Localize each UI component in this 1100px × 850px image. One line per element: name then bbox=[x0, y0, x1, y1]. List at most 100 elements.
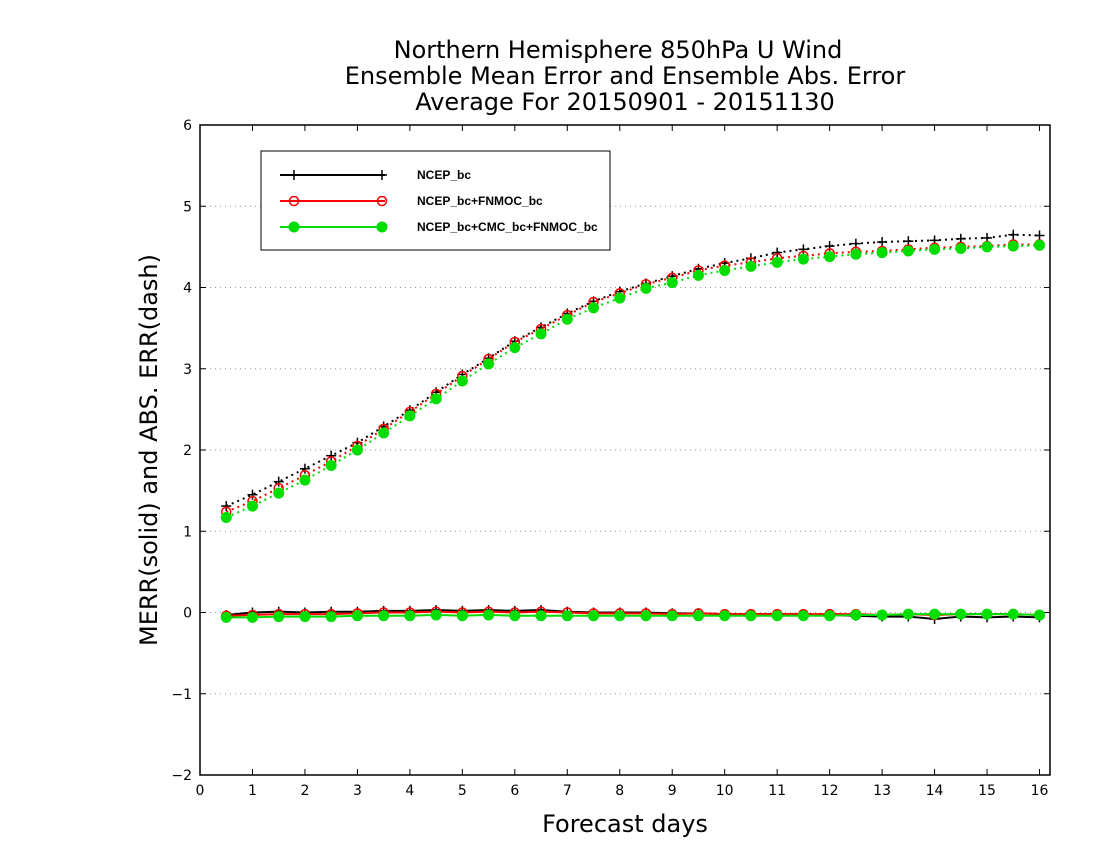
abs-err-point bbox=[692, 269, 704, 281]
legend-label: NCEP_bc bbox=[417, 168, 471, 182]
y-tick-label: 3 bbox=[183, 362, 192, 378]
mean-err-point bbox=[1034, 609, 1046, 621]
abs-err-point bbox=[745, 260, 757, 272]
x-tick-label: 3 bbox=[353, 783, 362, 799]
abs-err-point bbox=[1034, 230, 1045, 241]
legend-item: NCEP_bc+FNMOC_bc bbox=[280, 194, 543, 208]
abs-err-point bbox=[588, 302, 600, 314]
mean-err-point bbox=[640, 610, 652, 622]
title-line-1: Northern Hemisphere 850hPa U Wind bbox=[394, 36, 843, 64]
abs-err-point bbox=[981, 241, 993, 253]
y-tick-label: −2 bbox=[171, 768, 192, 784]
abs-err-point bbox=[1008, 229, 1019, 240]
y-tick-label: 5 bbox=[183, 199, 192, 215]
abs-err-point bbox=[325, 459, 337, 471]
mean-err-point bbox=[797, 610, 809, 622]
mean-err-point bbox=[588, 610, 600, 622]
abs-err-point bbox=[902, 245, 914, 257]
abs-err-point bbox=[299, 474, 311, 486]
mean-err-point bbox=[876, 609, 888, 621]
abs-err-point bbox=[404, 410, 416, 422]
mean-err-point bbox=[273, 611, 285, 623]
mean-err-point bbox=[692, 610, 704, 622]
mean-err-point bbox=[850, 609, 862, 621]
mean-err-point bbox=[351, 610, 363, 622]
x-tick-label: 6 bbox=[510, 783, 519, 799]
abs-err-line bbox=[225, 244, 1040, 519]
legend-item: NCEP_bc bbox=[280, 168, 471, 182]
abs-err-point bbox=[483, 358, 495, 370]
y-tick-label: 1 bbox=[183, 524, 192, 540]
y-tick-label: 6 bbox=[183, 118, 192, 134]
series-1 bbox=[220, 239, 1045, 621]
mean-err-point bbox=[246, 611, 258, 623]
abs-err-point bbox=[640, 282, 652, 294]
mean-err-point bbox=[325, 611, 337, 623]
abs-err-point bbox=[614, 292, 626, 304]
abs-err-point bbox=[771, 256, 783, 268]
mean-err-point bbox=[220, 611, 232, 623]
x-tick-label: 14 bbox=[926, 783, 944, 799]
abs-err-point bbox=[666, 277, 678, 289]
series bbox=[220, 229, 1046, 624]
abs-err-point bbox=[824, 251, 836, 263]
abs-err-point bbox=[850, 248, 862, 260]
mean-err-point bbox=[824, 610, 836, 622]
abs-err-point bbox=[326, 450, 337, 461]
mean-err-point bbox=[535, 610, 547, 622]
x-tick-label: 4 bbox=[405, 783, 414, 799]
y-tick-label: 2 bbox=[183, 443, 192, 459]
axes bbox=[199, 124, 1051, 776]
x-tick-label: 12 bbox=[821, 783, 839, 799]
mean-err-point bbox=[561, 610, 573, 622]
y-tick-label: 4 bbox=[183, 281, 192, 297]
legend-item: NCEP_bc+CMC_bc+FNMOC_bc bbox=[280, 220, 598, 234]
mean-err-point bbox=[1007, 608, 1019, 620]
abs-err-point bbox=[1007, 240, 1019, 252]
legend-marker bbox=[289, 170, 299, 180]
mean-err-point bbox=[378, 610, 390, 622]
abs-err-point bbox=[246, 500, 258, 512]
legend-marker bbox=[288, 195, 300, 207]
x-tick-label: 11 bbox=[768, 783, 786, 799]
abs-err-line bbox=[225, 243, 1040, 513]
x-tick-label: 2 bbox=[300, 783, 309, 799]
abs-err-point bbox=[876, 247, 888, 259]
x-tick-label: 10 bbox=[716, 783, 734, 799]
abs-err-point bbox=[378, 427, 390, 439]
abs-err-line bbox=[225, 233, 1040, 507]
x-tick-label: 0 bbox=[196, 783, 205, 799]
mean-err-point bbox=[745, 610, 757, 622]
abs-err-point bbox=[273, 487, 285, 499]
mean-err-point bbox=[666, 610, 678, 622]
series-0 bbox=[221, 229, 1045, 624]
x-tick-label: 9 bbox=[668, 783, 677, 799]
legend-marker bbox=[377, 170, 387, 180]
legend-marker bbox=[376, 221, 388, 233]
abs-err-point bbox=[1034, 239, 1046, 251]
mean-err-point bbox=[771, 610, 783, 622]
abs-err-point bbox=[430, 393, 442, 405]
abs-err-point bbox=[955, 243, 967, 254]
abs-err-point bbox=[247, 489, 258, 500]
x-tick-label: 15 bbox=[978, 783, 996, 799]
x-tick-label: 16 bbox=[1031, 783, 1049, 799]
mean-err-point bbox=[430, 609, 442, 621]
abs-err-point bbox=[929, 243, 941, 255]
abs-err-point bbox=[273, 476, 284, 487]
mean-err-point bbox=[719, 610, 731, 622]
mean-err-point bbox=[456, 610, 468, 622]
abs-err-point bbox=[877, 237, 888, 247]
y-tick-label: 0 bbox=[183, 606, 192, 622]
abs-err-point bbox=[797, 253, 809, 265]
abs-err-point bbox=[456, 375, 468, 387]
abs-err-point bbox=[220, 511, 232, 523]
legend-marker bbox=[288, 221, 300, 233]
series-2 bbox=[220, 239, 1046, 623]
x-tick-label: 7 bbox=[563, 783, 572, 799]
abs-err-point bbox=[351, 444, 363, 456]
x-tick-label: 1 bbox=[248, 783, 257, 799]
abs-err-point bbox=[221, 501, 232, 512]
